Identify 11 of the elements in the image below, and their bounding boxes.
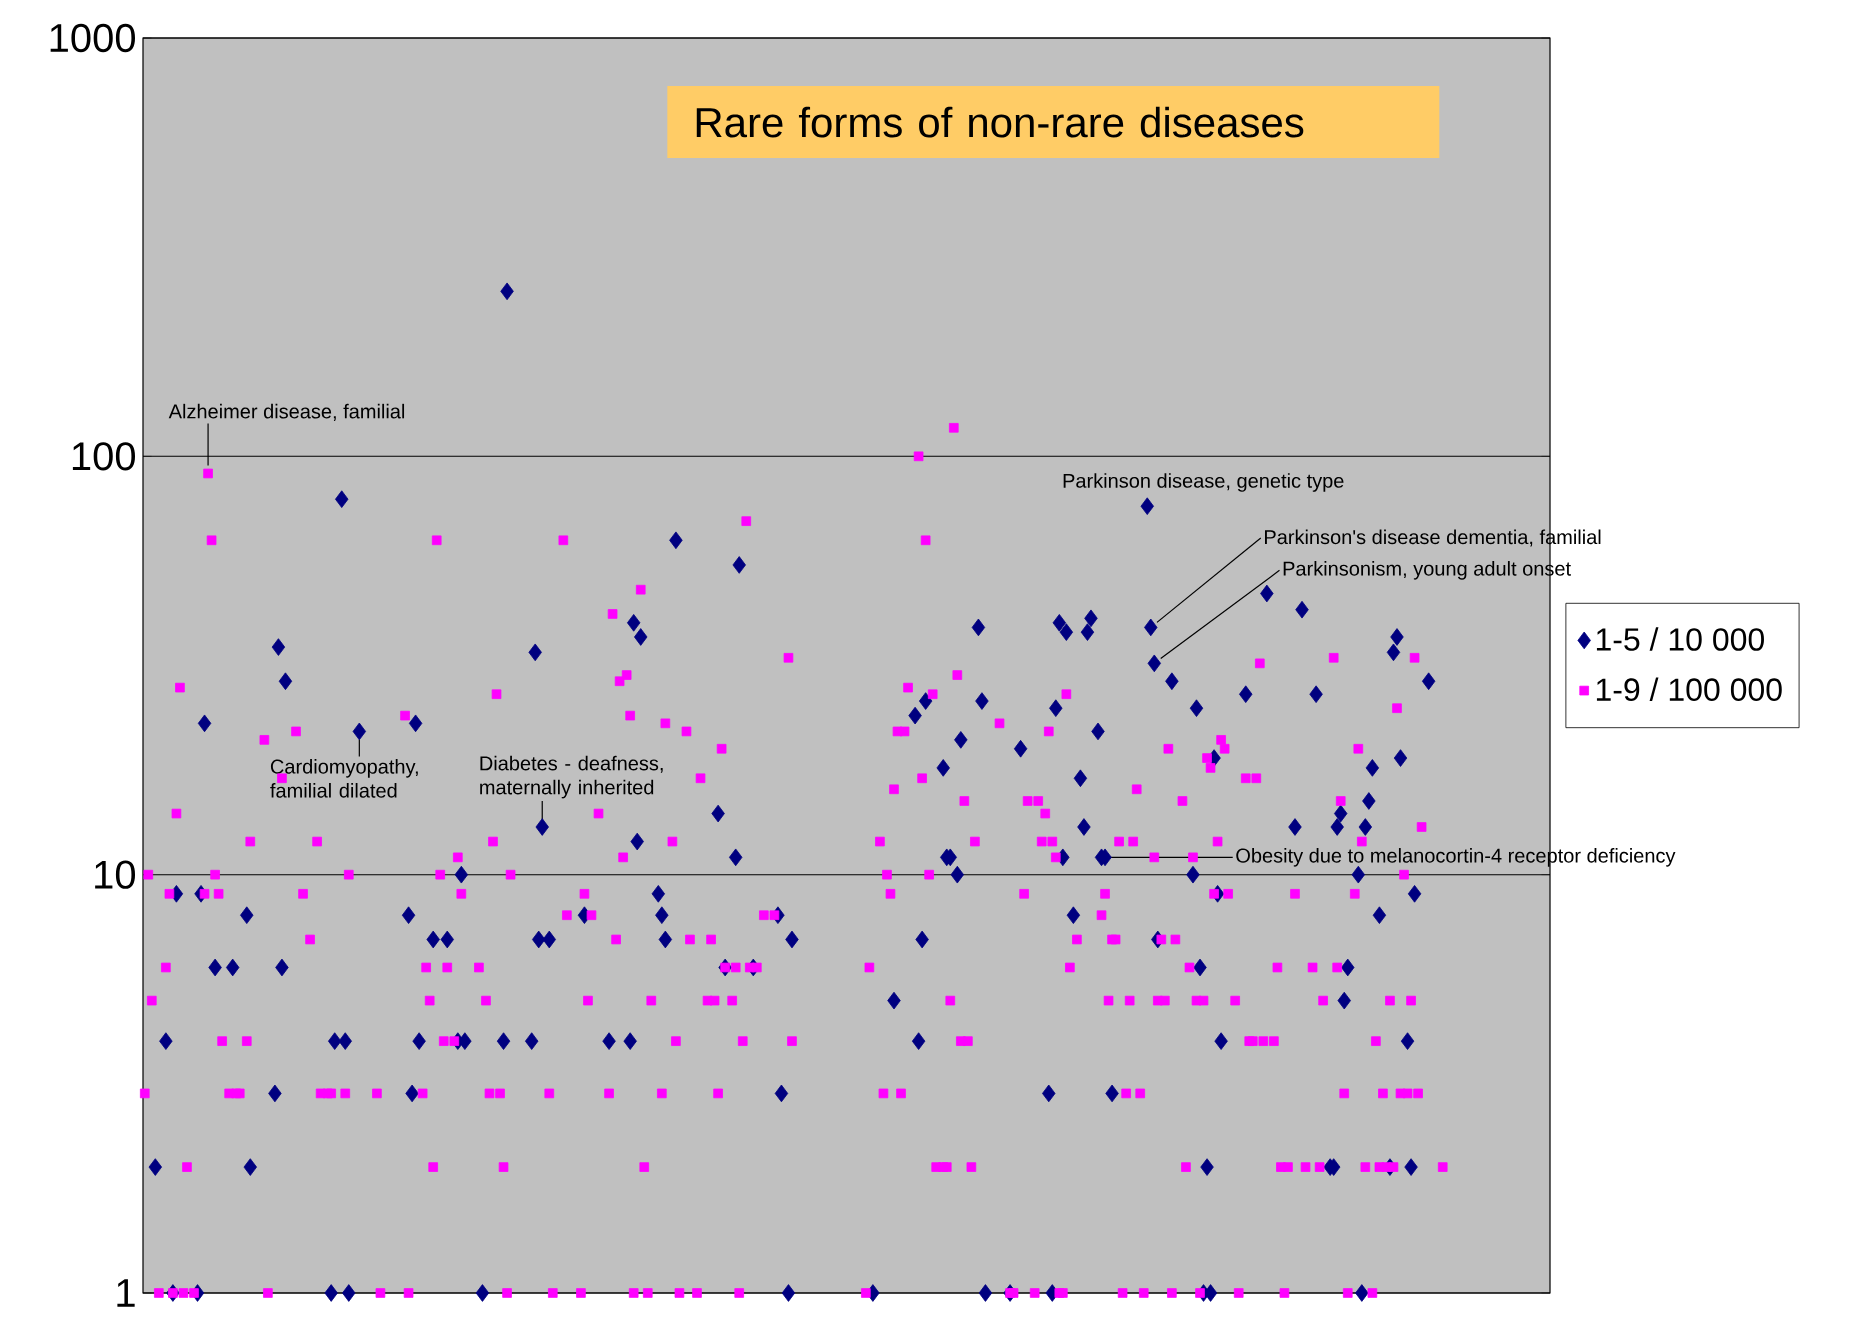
y-tick-label: 10 [95, 860, 136, 889]
annotation: Alzheimer disease, familial [168, 403, 405, 421]
chart-title: Rare forms of non-rare diseases [696, 106, 1304, 138]
y-tick-label: 1 [117, 1279, 135, 1307]
legend-label: 1-5 / 10 000 [1596, 627, 1764, 651]
y-tick-label: 100 [72, 442, 136, 471]
y-tick-label: 1000 [50, 23, 136, 53]
annotation: Diabetes - deafness, maternally inherited [480, 755, 663, 799]
legend-label: 1-9 / 100 000 [1596, 677, 1782, 701]
annotation: Parkinson disease, genetic type [1063, 473, 1344, 492]
annotation: Cardiomyopathy, familial dilated [270, 759, 418, 798]
